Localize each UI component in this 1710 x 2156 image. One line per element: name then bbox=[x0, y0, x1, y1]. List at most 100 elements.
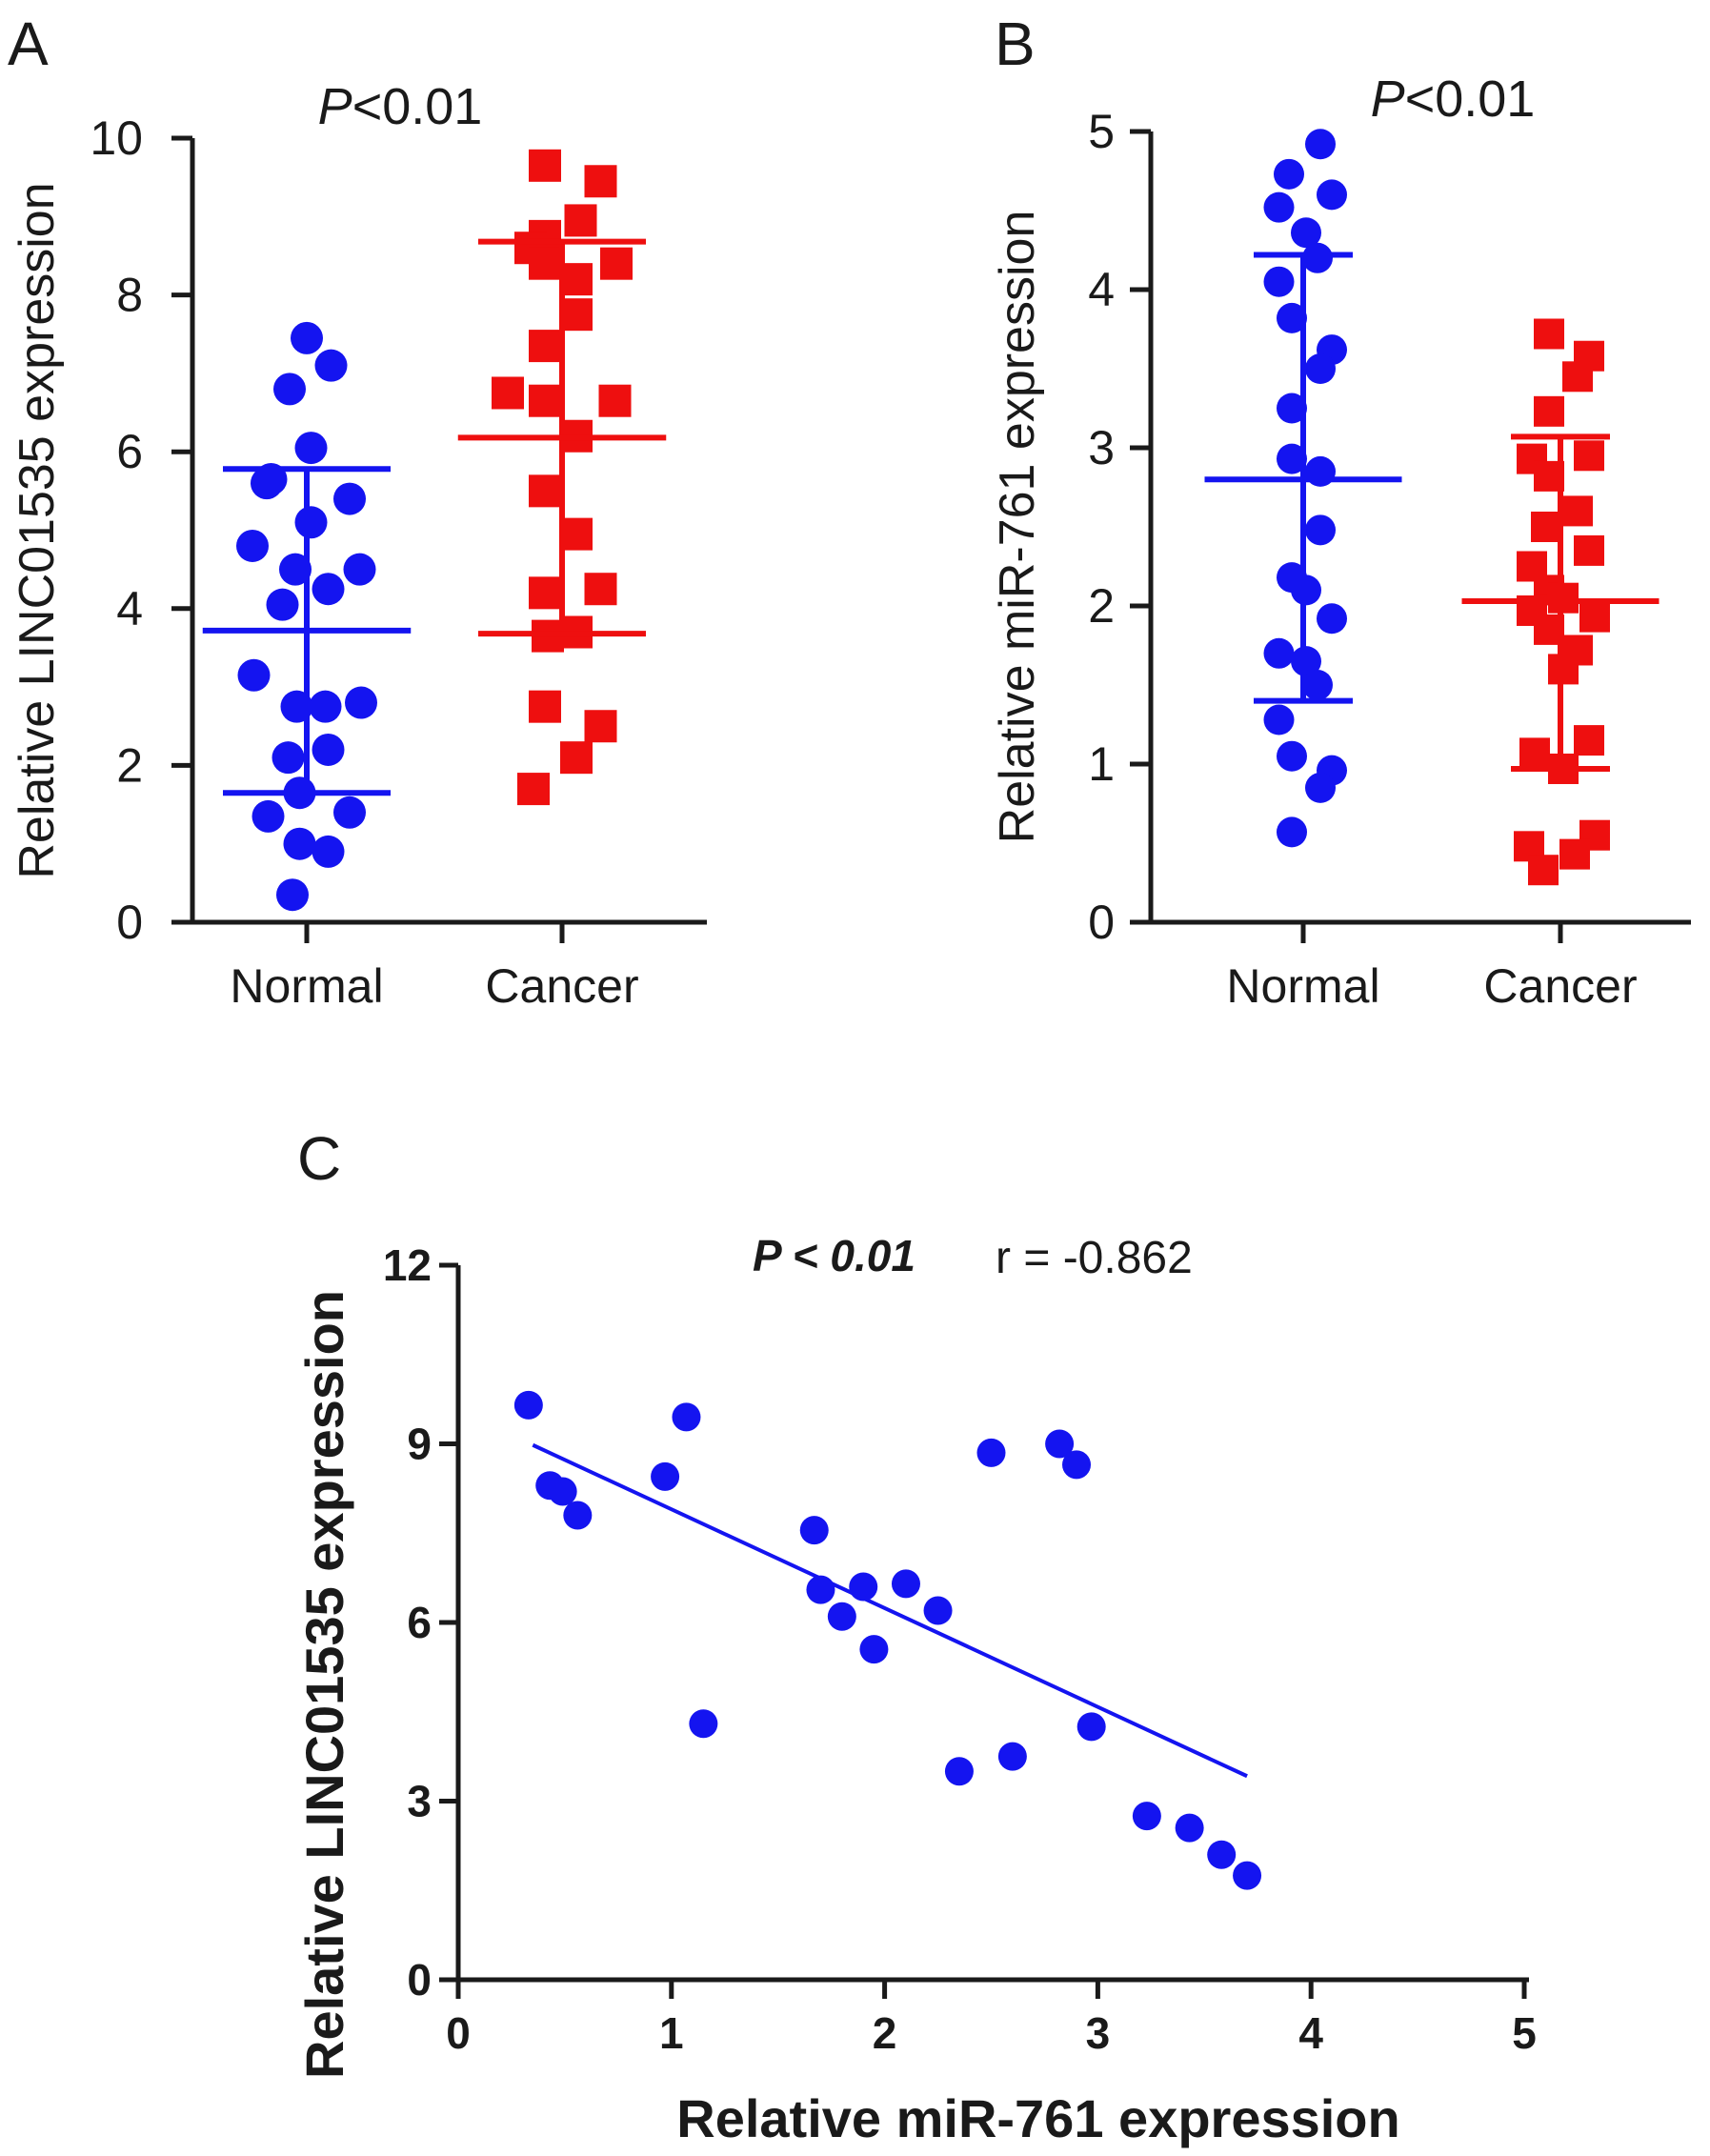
panel-b-x-ticks: Normal Cancer bbox=[1226, 922, 1638, 1013]
panel-c-xlabel: Relative miR-761 expression bbox=[676, 2088, 1399, 2148]
y-tick-label: 4 bbox=[1088, 263, 1115, 316]
panel-c-y-ticks: 0 3 6 9 12 bbox=[383, 1240, 458, 2005]
data-point-normal bbox=[312, 835, 345, 868]
data-point-normal bbox=[1263, 637, 1295, 669]
y-tick-label: 6 bbox=[407, 1598, 432, 1647]
panel-a-pvalue-suffix: <0.01 bbox=[352, 78, 483, 135]
data-point bbox=[1233, 1861, 1262, 1890]
data-point-normal bbox=[279, 553, 312, 586]
data-point bbox=[891, 1569, 920, 1599]
data-point-cancer bbox=[584, 165, 617, 198]
data-point-cancer bbox=[517, 773, 550, 806]
y-tick-label: 9 bbox=[407, 1420, 432, 1469]
data-point-cancer bbox=[1574, 534, 1604, 566]
y-tick-label: 2 bbox=[1088, 579, 1115, 633]
data-point-cancer bbox=[1534, 395, 1564, 427]
data-point-normal bbox=[294, 432, 328, 465]
data-point bbox=[548, 1477, 577, 1506]
data-point bbox=[513, 1390, 543, 1420]
panel-b-marks bbox=[1204, 129, 1660, 886]
data-point-normal bbox=[272, 741, 305, 775]
data-point bbox=[1045, 1429, 1075, 1459]
data-point-cancer bbox=[564, 204, 597, 237]
x-tick-label: 3 bbox=[1086, 2008, 1111, 2058]
x-tick-label: 2 bbox=[873, 2008, 897, 2058]
data-point-cancer bbox=[1562, 495, 1593, 527]
data-point-normal bbox=[333, 482, 366, 515]
panel-b-pvalue-prefix: P bbox=[1371, 71, 1405, 128]
data-point-normal bbox=[1277, 393, 1307, 424]
data-point-normal bbox=[251, 467, 283, 500]
panel-a: A P<0.01 Relative LINC01535 expression 0… bbox=[8, 10, 707, 1013]
data-point bbox=[849, 1572, 878, 1602]
x-tick-label: 0 bbox=[446, 2008, 471, 2058]
y-tick-label: 5 bbox=[1088, 105, 1115, 158]
y-tick-label: 2 bbox=[116, 738, 143, 792]
data-point-normal bbox=[1305, 772, 1336, 803]
panel-b-ylabel: Relative miR-761 expression bbox=[990, 211, 1045, 844]
y-tick-label: 1 bbox=[1088, 737, 1115, 791]
regression-line bbox=[532, 1442, 1248, 1779]
y-tick-label: 0 bbox=[1088, 896, 1115, 949]
data-point bbox=[859, 1635, 889, 1664]
panel-b-y-ticks: 0 1 2 3 4 5 bbox=[1088, 105, 1151, 949]
panel-a-x-ticks: Normal Cancer bbox=[230, 922, 639, 1013]
data-point-cancer bbox=[1534, 318, 1564, 350]
data-point-normal bbox=[1305, 353, 1336, 384]
data-point-cancer bbox=[1574, 440, 1604, 472]
data-point-cancer bbox=[584, 710, 617, 743]
panel-b: B P<0.01 Relative miR-761 expression 0 1 2… bbox=[990, 10, 1691, 1013]
data-point bbox=[1132, 1802, 1161, 1831]
data-point-cancer bbox=[1519, 737, 1550, 769]
data-point bbox=[976, 1438, 1006, 1467]
panel-c: C P < 0.01 r = -0.862 Relative LINC01535… bbox=[294, 1124, 1537, 2148]
panel-c-letter: C bbox=[297, 1124, 341, 1193]
data-point bbox=[672, 1402, 701, 1432]
panel-a-letter: A bbox=[8, 10, 49, 78]
data-point-cancer bbox=[529, 149, 561, 182]
panel-b-pvalue-suffix: <0.01 bbox=[1405, 71, 1536, 128]
data-point-normal bbox=[273, 373, 306, 406]
panel-c-pvalue: P < 0.01 bbox=[753, 1231, 915, 1280]
data-point-normal bbox=[309, 690, 342, 723]
data-point-normal bbox=[236, 529, 269, 562]
data-point-normal bbox=[283, 827, 316, 860]
data-point-normal bbox=[314, 349, 348, 382]
data-point-normal bbox=[1305, 514, 1336, 546]
y-tick-label: 0 bbox=[116, 896, 143, 949]
data-point-normal bbox=[266, 588, 299, 621]
data-point-cancer bbox=[1579, 601, 1610, 633]
data-point-cancer bbox=[529, 330, 561, 363]
data-point-normal bbox=[345, 686, 377, 719]
data-point-cancer bbox=[529, 576, 561, 610]
y-tick-label: 4 bbox=[116, 582, 143, 635]
x-tick-label: 5 bbox=[1512, 2008, 1537, 2058]
panel-a-pvalue: P<0.01 bbox=[318, 78, 483, 135]
data-point-normal bbox=[1277, 302, 1307, 333]
panel-c-correlation: r = -0.862 bbox=[996, 1233, 1193, 1283]
data-point-normal bbox=[1274, 158, 1304, 190]
data-point bbox=[799, 1516, 829, 1545]
data-point bbox=[563, 1501, 593, 1530]
panel-c-pvalue-prefix: P bbox=[753, 1231, 782, 1280]
y-tick-label: 6 bbox=[116, 425, 143, 478]
data-point-normal bbox=[1317, 179, 1347, 211]
data-point-cancer bbox=[529, 384, 561, 417]
data-point-normal bbox=[251, 799, 285, 833]
panel-c-pvalue-suffix: < 0.01 bbox=[780, 1231, 915, 1280]
data-point bbox=[1207, 1840, 1237, 1869]
panel-a-y-ticks: 0 2 4 6 8 10 bbox=[90, 111, 192, 949]
data-point-cancer bbox=[529, 247, 561, 280]
data-point bbox=[923, 1596, 953, 1625]
y-tick-label: 10 bbox=[90, 111, 143, 165]
data-point-normal bbox=[1317, 603, 1347, 635]
panel-c-fit-line-group bbox=[532, 1442, 1248, 1779]
data-point-normal bbox=[1305, 129, 1336, 160]
data-point-cancer bbox=[1559, 838, 1590, 870]
data-point-normal bbox=[237, 658, 271, 692]
data-point bbox=[944, 1757, 974, 1786]
data-point-normal bbox=[294, 506, 328, 539]
x-tick-label: Cancer bbox=[1483, 959, 1637, 1013]
